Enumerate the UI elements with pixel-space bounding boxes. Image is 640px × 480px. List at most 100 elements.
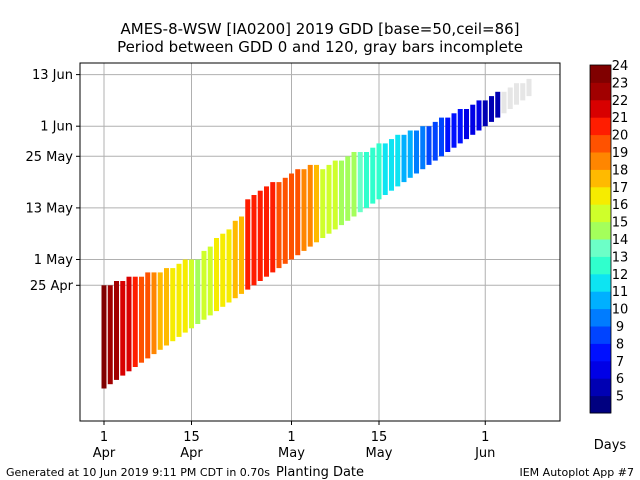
incomplete-bar [526, 78, 532, 97]
colorbar-tick-label: 23 [612, 76, 629, 91]
colorbar: 5 6 7 8 9 10 11 12 13 14 15 16 17 18 19 20 21 22 23 24 [589, 59, 629, 414]
footer-generated: Generated at 10 Jun 2019 9:11 PM CDT in … [6, 466, 270, 479]
gdd-bar [464, 109, 469, 140]
gdd-bar [401, 134, 407, 183]
plot-area: 1 Apr 15 Apr 1 May 15 May 1 Jun 25 Apr 1 May 13 May 2… [25, 62, 561, 461]
gdd-bar [426, 126, 432, 165]
colorbar-tick-label: 20 [612, 129, 629, 144]
gdd-bar [107, 285, 113, 385]
colorbar-segment [590, 360, 611, 379]
colorbar-tick-label: 18 [612, 163, 629, 178]
colorbar-segment [590, 221, 611, 240]
colorbar-tick-label: 11 [612, 285, 629, 300]
gdd-bar [232, 220, 238, 299]
gdd-bar [189, 259, 194, 329]
colorbar-segment [590, 152, 611, 170]
y-tick-label: 1 May [34, 253, 74, 268]
gdd-bar [114, 281, 119, 380]
gdd-bar [289, 173, 294, 260]
footer-app: IEM Autoplot App #7 [519, 466, 634, 479]
gdd-bar [376, 143, 382, 200]
gdd-bar [345, 156, 351, 221]
gdd-bar [145, 272, 151, 359]
gdd-bar [207, 246, 213, 316]
gdd-bar [482, 100, 488, 127]
colorbar-tick-label: 14 [612, 233, 629, 248]
colorbar-tick-label: 16 [612, 198, 629, 213]
gdd-bar [314, 164, 319, 243]
y-tick-label: 25 Apr [30, 279, 74, 294]
gdd-bar [489, 96, 494, 122]
gdd-bar [451, 113, 457, 148]
gdd-bar [270, 182, 276, 273]
colorbar-tick-label: 12 [612, 268, 629, 283]
colorbar-segment [590, 65, 611, 83]
gdd-bar [407, 130, 413, 178]
plot-frame [79, 62, 561, 422]
gdd-bar [432, 121, 438, 161]
gdd-bar [307, 164, 313, 247]
x-tick-label: 1 Jun [474, 430, 495, 461]
incomplete-bar [501, 91, 507, 114]
gdd-bar [420, 126, 426, 170]
colorbar-tick-label: 10 [612, 303, 629, 318]
colorbar-tick-label: 6 [616, 372, 624, 387]
gdd-bar [301, 169, 307, 251]
gdd-bar [326, 164, 332, 234]
colorbar-tick-label: 24 [612, 59, 629, 74]
gdd-bar [120, 281, 126, 376]
chart-subtitle: Period between GDD 0 and 120, gray bars … [117, 38, 523, 56]
gdd-bar [395, 134, 401, 187]
colorbar-segment [590, 326, 611, 344]
colorbar-tick-label: 8 [616, 337, 624, 352]
gdd-bar [245, 199, 251, 290]
gdd-bar [151, 272, 157, 355]
gdd-bar [264, 186, 269, 277]
gdd-bar [164, 268, 169, 346]
incomplete-bar [507, 87, 513, 109]
y-tick-label: 1 Jun [40, 120, 73, 135]
colorbar-segment [590, 395, 611, 414]
y-tick-label: 13 May [25, 201, 73, 216]
colorbar-tick-label: 21 [612, 111, 629, 126]
gdd-bar [132, 276, 138, 367]
gdd-bar [389, 139, 394, 191]
colorbar-segment [590, 186, 611, 205]
gdd-bar [445, 117, 451, 152]
gdd-bar [495, 91, 501, 118]
colorbar-segment [590, 256, 611, 275]
incomplete-bar [514, 83, 519, 105]
gdd-bar [470, 104, 476, 135]
colorbar-segment [590, 239, 611, 257]
gdd-bar [282, 177, 288, 264]
x-tick-label: 15 May [366, 430, 393, 461]
x-axis-label: Planting Date [276, 465, 364, 480]
gdd-bar [276, 182, 282, 269]
gdd-bar [176, 263, 182, 337]
colorbar-tick-label: 7 [616, 355, 624, 370]
x-tick-label: 15 Apr [180, 430, 203, 461]
y-tick-label: 25 May [25, 150, 73, 165]
colorbar-tick-label: 17 [612, 181, 629, 196]
gdd-bar [201, 250, 207, 320]
colorbar-segment [590, 117, 611, 136]
gdd-bar [251, 195, 257, 286]
colorbar-tick-label: 15 [612, 216, 629, 231]
gdd-bar [295, 169, 301, 256]
colorbar-segment [590, 134, 611, 153]
colorbar-segment [590, 82, 611, 101]
colorbar-tick-label: 9 [616, 320, 624, 335]
gdd-bar [182, 259, 188, 333]
gdd-bar [139, 276, 144, 363]
gdd-bar [101, 285, 107, 389]
colorbar-segment [590, 343, 611, 362]
colorbar-tick-label: 13 [612, 250, 629, 265]
gdd-bar [226, 229, 232, 303]
colorbar-tick-label: 19 [612, 146, 629, 161]
x-tick-label: 1 May [278, 430, 305, 461]
gdd-bar [364, 152, 369, 208]
gdd-bar [439, 117, 444, 157]
gdd-bar [339, 160, 344, 226]
gdd-bar [370, 147, 376, 204]
gdd-bar [382, 143, 388, 195]
